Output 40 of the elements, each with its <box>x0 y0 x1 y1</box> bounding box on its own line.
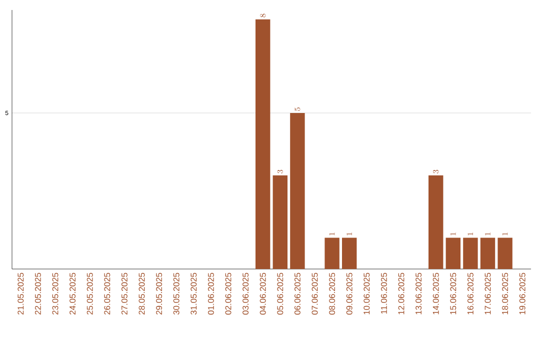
x-tick-label: 24.05.2025 <box>70 272 76 314</box>
x-tick-label: 01.06.2025 <box>208 272 214 315</box>
x-tick-label: 25.05.2025 <box>86 272 93 314</box>
x-tick-label: 08.06.2025 <box>329 272 336 315</box>
x-tick-label: 21.05.2025 <box>18 272 24 314</box>
x-tick-label: 15.06.2025 <box>450 272 456 314</box>
bar <box>446 238 461 269</box>
x-tick-label: 19.06.2025 <box>519 272 526 314</box>
x-tick-label: 11.06.2025 <box>380 272 387 314</box>
x-tick-label: 30.05.2025 <box>173 272 180 315</box>
x-tick-label: 22.05.2025 <box>34 272 41 314</box>
bar <box>290 112 305 269</box>
x-tick-label: 23.05.2025 <box>52 272 58 314</box>
x-tick-label: 12.06.2025 <box>398 272 404 314</box>
x-tick-label: 16.06.2025 <box>467 272 474 314</box>
bar <box>498 238 512 269</box>
x-tick-label: 04.06.2025 <box>260 272 266 315</box>
bar <box>256 19 270 269</box>
x-tick-label: 13.06.2025 <box>416 272 422 314</box>
x-tick-label: 06.06.2025 <box>294 272 300 315</box>
bar <box>324 238 340 269</box>
x-tick-label: 27.05.2025 <box>121 272 128 314</box>
bar <box>428 175 444 269</box>
x-tick-label: 03.06.2025 <box>242 272 249 315</box>
x-tick-label: 17.06.2025 <box>484 272 491 314</box>
x-tick-label: 09.06.2025 <box>346 272 352 315</box>
bar <box>342 238 357 269</box>
x-tick-label: 29.05.2025 <box>156 272 162 314</box>
x-tick-label: 18.06.2025 <box>502 272 508 314</box>
x-tick-label: 28.05.2025 <box>138 272 145 314</box>
x-tick-label: 05.06.2025 <box>277 272 284 315</box>
bar <box>480 238 496 269</box>
bar <box>272 175 288 269</box>
bar <box>463 238 478 269</box>
x-tick-label: 31.05.2025 <box>190 272 197 315</box>
x-tick-label: 26.05.2025 <box>104 272 110 314</box>
x-tick-label: 07.06.2025 <box>312 272 318 315</box>
x-tick-label: 10.06.2025 <box>364 272 370 314</box>
x-tick-label: 02.06.2025 <box>225 272 232 315</box>
x-tick-label: 14.06.2025 <box>432 272 439 314</box>
